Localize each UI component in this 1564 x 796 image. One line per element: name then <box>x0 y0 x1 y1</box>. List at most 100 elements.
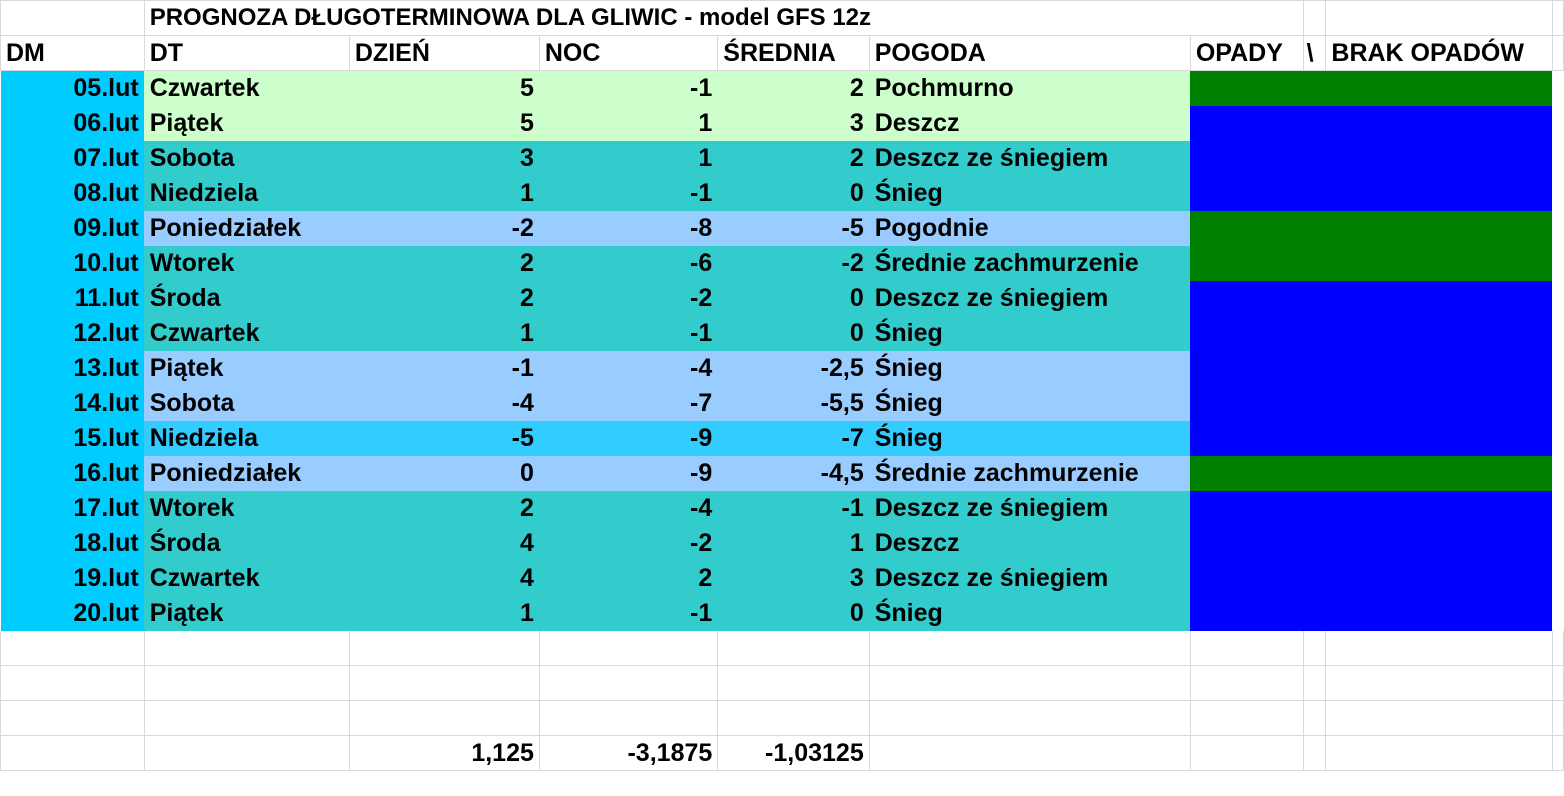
cell[interactable] <box>1302 735 1327 771</box>
header-pogoda[interactable]: POGODA <box>868 35 1191 71</box>
day-temp-cell[interactable]: 3 <box>349 140 540 176</box>
day-temp-cell[interactable]: 1 <box>349 175 540 211</box>
day-name-cell[interactable]: Piątek <box>144 105 350 141</box>
cell[interactable] <box>1552 596 1563 631</box>
date-cell[interactable]: 09.lut <box>0 210 145 246</box>
night-temp-cell[interactable]: -1 <box>539 70 718 106</box>
cell[interactable] <box>1552 176 1563 211</box>
day-name-cell[interactable]: Sobota <box>144 385 350 421</box>
day-name-cell[interactable]: Środa <box>144 280 350 316</box>
day-temp-cell[interactable]: 5 <box>349 70 540 106</box>
cell[interactable] <box>1552 106 1563 141</box>
header-srednia[interactable]: ŚREDNIA <box>717 35 870 71</box>
avg-temp-cell[interactable]: -5,5 <box>717 385 870 421</box>
cell[interactable] <box>1551 665 1564 701</box>
day-name-cell[interactable]: Czwartek <box>144 315 350 351</box>
header-dt[interactable]: DT <box>143 35 350 71</box>
date-cell[interactable]: 12.lut <box>0 315 145 351</box>
header-dm[interactable]: DM <box>0 35 145 71</box>
day-name-cell[interactable]: Niedziela <box>144 420 350 456</box>
cell[interactable] <box>868 630 1191 666</box>
precip-indicator-cell[interactable] <box>1189 350 1553 386</box>
night-temp-cell[interactable]: -1 <box>539 175 718 211</box>
cell[interactable] <box>0 700 145 736</box>
cell[interactable] <box>1552 316 1563 351</box>
precip-indicator-cell[interactable] <box>1189 385 1553 421</box>
header-noc[interactable]: NOC <box>538 35 719 71</box>
day-name-cell[interactable]: Czwartek <box>144 70 350 106</box>
date-cell[interactable]: 15.lut <box>0 420 145 456</box>
night-temp-cell[interactable]: -2 <box>539 525 718 561</box>
precip-indicator-cell[interactable] <box>1189 280 1553 316</box>
day-name-cell[interactable]: Sobota <box>144 140 350 176</box>
day-name-cell[interactable]: Piątek <box>144 595 350 631</box>
cell[interactable] <box>143 630 350 666</box>
cell[interactable] <box>717 700 870 736</box>
day-temp-cell[interactable]: 4 <box>349 560 540 596</box>
cell[interactable] <box>143 665 350 701</box>
cell[interactable] <box>1552 141 1563 176</box>
cell[interactable] <box>1552 281 1563 316</box>
cell[interactable] <box>143 700 350 736</box>
weather-cell[interactable]: Deszcz ze śniegiem <box>869 490 1191 526</box>
precip-indicator-cell[interactable] <box>1189 140 1553 176</box>
cell[interactable] <box>1552 351 1563 386</box>
avg-temp-cell[interactable]: 1 <box>717 525 870 561</box>
cell[interactable] <box>348 630 540 666</box>
cell[interactable] <box>1325 700 1553 736</box>
cell[interactable] <box>1302 630 1327 666</box>
cell[interactable] <box>1302 700 1327 736</box>
date-cell[interactable]: 13.lut <box>0 350 145 386</box>
avg-temp-cell[interactable]: 3 <box>717 560 870 596</box>
date-cell[interactable]: 20.lut <box>0 595 145 631</box>
date-cell[interactable]: 07.lut <box>0 140 145 176</box>
precip-indicator-cell[interactable] <box>1189 490 1553 526</box>
cell[interactable] <box>1552 386 1563 421</box>
cell[interactable] <box>1552 456 1563 491</box>
avg-temp-cell[interactable]: 0 <box>717 280 870 316</box>
night-temp-cell[interactable]: -7 <box>539 385 718 421</box>
precip-indicator-cell[interactable] <box>1189 105 1553 141</box>
weather-cell[interactable]: Deszcz ze śniegiem <box>869 280 1191 316</box>
precip-indicator-cell[interactable] <box>1189 175 1553 211</box>
day-temp-cell[interactable]: 1 <box>349 315 540 351</box>
cell[interactable] <box>348 665 540 701</box>
night-temp-cell[interactable]: -4 <box>539 350 718 386</box>
avg-temp-cell[interactable]: -5 <box>717 210 870 246</box>
cell[interactable] <box>538 630 719 666</box>
weather-cell[interactable]: Śnieg <box>869 350 1191 386</box>
night-temp-cell[interactable]: -9 <box>539 420 718 456</box>
cell[interactable] <box>1302 0 1327 36</box>
avg-temp-cell[interactable]: -4,5 <box>717 455 870 491</box>
header-opady[interactable]: OPADY <box>1189 35 1304 71</box>
day-name-cell[interactable]: Piątek <box>144 350 350 386</box>
cell[interactable] <box>868 665 1191 701</box>
total-noc[interactable]: -3,1875 <box>538 735 719 771</box>
cell[interactable] <box>0 630 145 666</box>
day-name-cell[interactable]: Poniedziałek <box>144 455 350 491</box>
night-temp-cell[interactable]: -2 <box>539 280 718 316</box>
avg-temp-cell[interactable]: 3 <box>717 105 870 141</box>
weather-cell[interactable]: Średnie zachmurzenie <box>869 455 1191 491</box>
weather-cell[interactable]: Pochmurno <box>869 70 1191 106</box>
day-temp-cell[interactable]: 4 <box>349 525 540 561</box>
day-temp-cell[interactable]: -1 <box>349 350 540 386</box>
weather-cell[interactable]: Średnie zachmurzenie <box>869 245 1191 281</box>
cell[interactable] <box>538 665 719 701</box>
cell[interactable] <box>538 700 719 736</box>
total-dzien[interactable]: 1,125 <box>348 735 540 771</box>
day-temp-cell[interactable]: 1 <box>349 595 540 631</box>
night-temp-cell[interactable]: -1 <box>539 315 718 351</box>
cell[interactable] <box>1552 211 1563 246</box>
night-temp-cell[interactable]: 1 <box>539 140 718 176</box>
day-name-cell[interactable]: Wtorek <box>144 490 350 526</box>
cell[interactable] <box>1551 630 1564 666</box>
date-cell[interactable]: 19.lut <box>0 560 145 596</box>
cell[interactable] <box>0 0 145 36</box>
cell[interactable] <box>1189 0 1304 36</box>
precip-indicator-cell[interactable] <box>1189 70 1553 106</box>
date-cell[interactable]: 16.lut <box>0 455 145 491</box>
header-dzien[interactable]: DZIEŃ <box>348 35 540 71</box>
precip-indicator-cell[interactable] <box>1189 525 1553 561</box>
cell[interactable] <box>1552 491 1563 526</box>
